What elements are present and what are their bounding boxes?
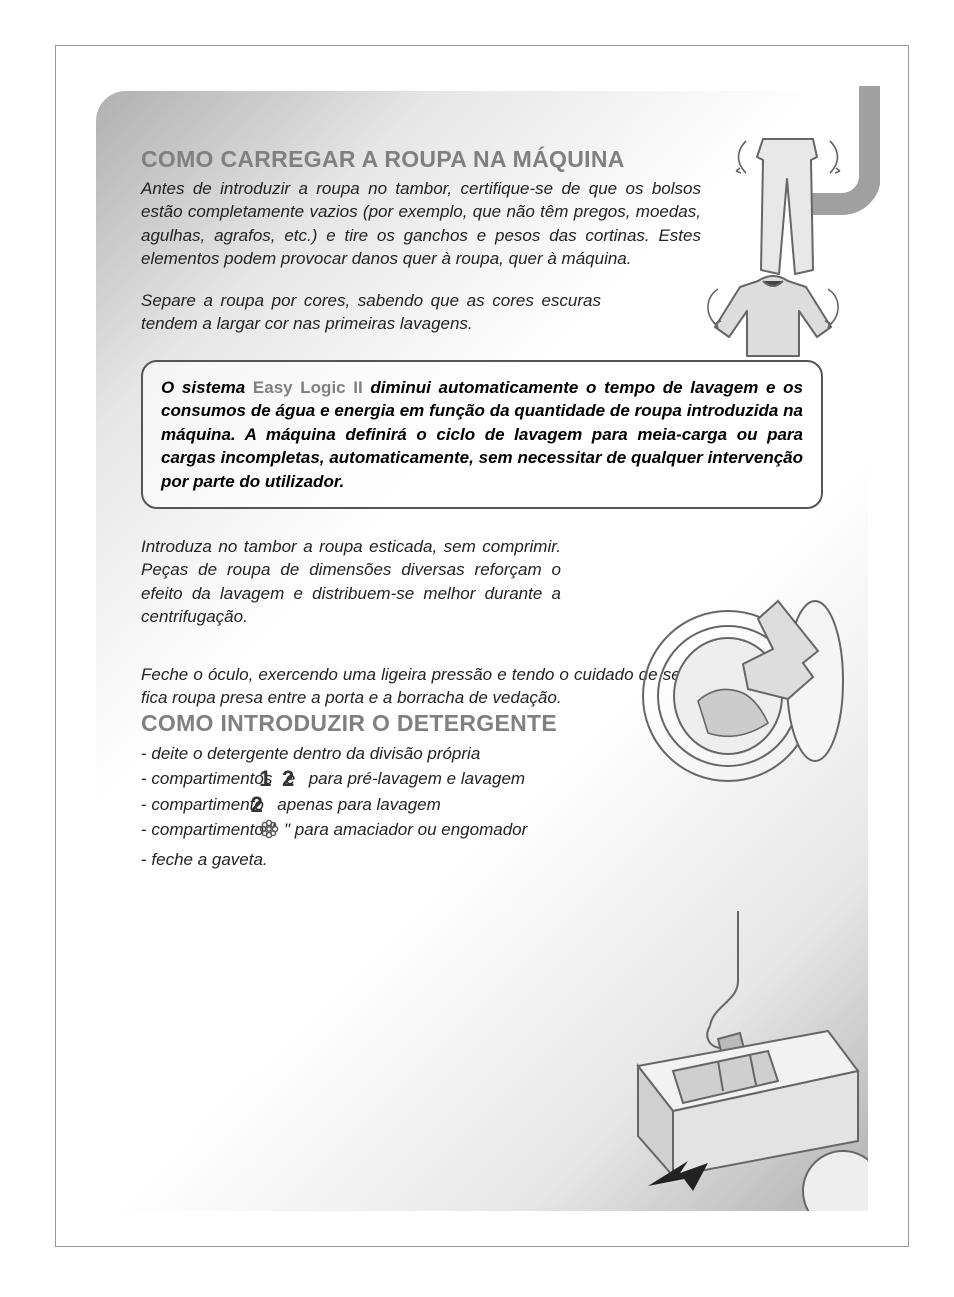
det-item-1: deite o detergente dentro da divisão pró…: [141, 741, 591, 767]
trousers-illustration: [728, 131, 848, 281]
easy-logic-callout: O sistema Easy Logic II diminui automati…: [141, 360, 823, 509]
callout-pre: O sistema: [161, 378, 253, 397]
section1-para2: Separe a roupa por cores, sabendo que as…: [141, 289, 601, 336]
outer-frame: COMO CARREGAR A ROUPA NA MÁQUINA Antes d…: [55, 45, 909, 1247]
detergent-drawer-illustration: [618, 911, 868, 1211]
content-panel: COMO CARREGAR A ROUPA NA MÁQUINA Antes d…: [96, 91, 868, 1211]
det-item-3: compartimento 2 apenas para lavagem: [141, 792, 591, 818]
detergent-steps-list: deite o detergente dentro da divisão pró…: [141, 741, 591, 873]
easy-logic-brand: Easy Logic II: [253, 378, 363, 397]
det-item-4b: " para amaciador ou engomador: [279, 820, 527, 839]
det-item-2: compartimentos 1 e 2 para pré-lavagem e …: [141, 766, 591, 792]
det-item-5: feche a gaveta.: [141, 847, 591, 873]
section1-para3: Introduza no tambor a roupa esticada, se…: [141, 535, 561, 629]
section1-title: COMO CARREGAR A ROUPA NA MÁQUINA: [141, 146, 823, 173]
det-item-2c: para pré-lavagem e lavagem: [304, 769, 525, 788]
det-item-4: compartimento ": [141, 817, 591, 847]
easy-logic-callout-text: O sistema Easy Logic II diminui automati…: [161, 376, 803, 493]
drum-loading-illustration: [638, 581, 868, 791]
sweater-illustration: [698, 271, 848, 366]
page: COMO CARREGAR A ROUPA NA MÁQUINA Antes d…: [0, 0, 954, 1297]
section1-para1: Antes de introduzir a roupa no tambor, c…: [141, 177, 701, 271]
det-item-3b: apenas para lavagem: [273, 795, 441, 814]
